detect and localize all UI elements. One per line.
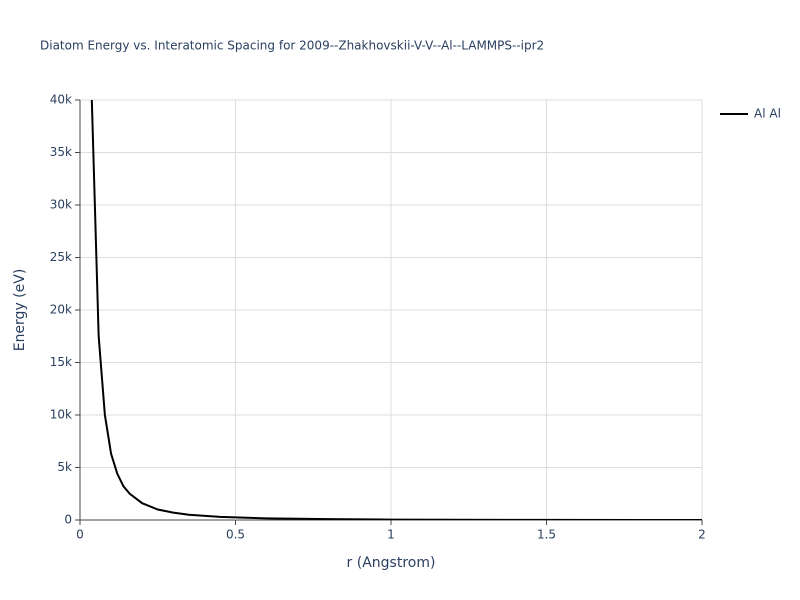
x-tick-label: 2 <box>698 528 706 542</box>
grid <box>75 99 703 525</box>
plot-area <box>90 100 702 520</box>
y-tick-label: 35k <box>50 145 72 159</box>
data-line <box>90 100 702 520</box>
x-axis-title: r (Angstrom) <box>347 555 436 571</box>
x-tick-label: 1.5 <box>537 528 556 542</box>
chart-title: Diatom Energy vs. Interatomic Spacing fo… <box>40 39 544 53</box>
x-tick-label: 0.5 <box>226 528 245 542</box>
y-tick-label: 5k <box>57 460 72 474</box>
y-tick-label: 30k <box>50 198 72 212</box>
x-tick-label: 1 <box>387 528 395 542</box>
y-tick-label: 20k <box>50 303 72 317</box>
tick-labels: 0 5k 10k 15k 20k 25k 30k 35k 40k 0 0.5 1 1.5 2 <box>50 93 706 542</box>
y-tick-label: 40k <box>50 93 72 107</box>
legend-label: Al Al <box>754 107 781 121</box>
x-tick-label: 0 <box>76 528 84 542</box>
y-tick-label: 0 <box>64 513 72 527</box>
y-tick-label: 15k <box>50 355 72 369</box>
y-tick-label: 25k <box>50 250 72 264</box>
legend: Al Al <box>720 107 781 121</box>
y-axis-title: Energy (eV) <box>12 269 28 352</box>
y-tick-label: 10k <box>50 408 72 422</box>
